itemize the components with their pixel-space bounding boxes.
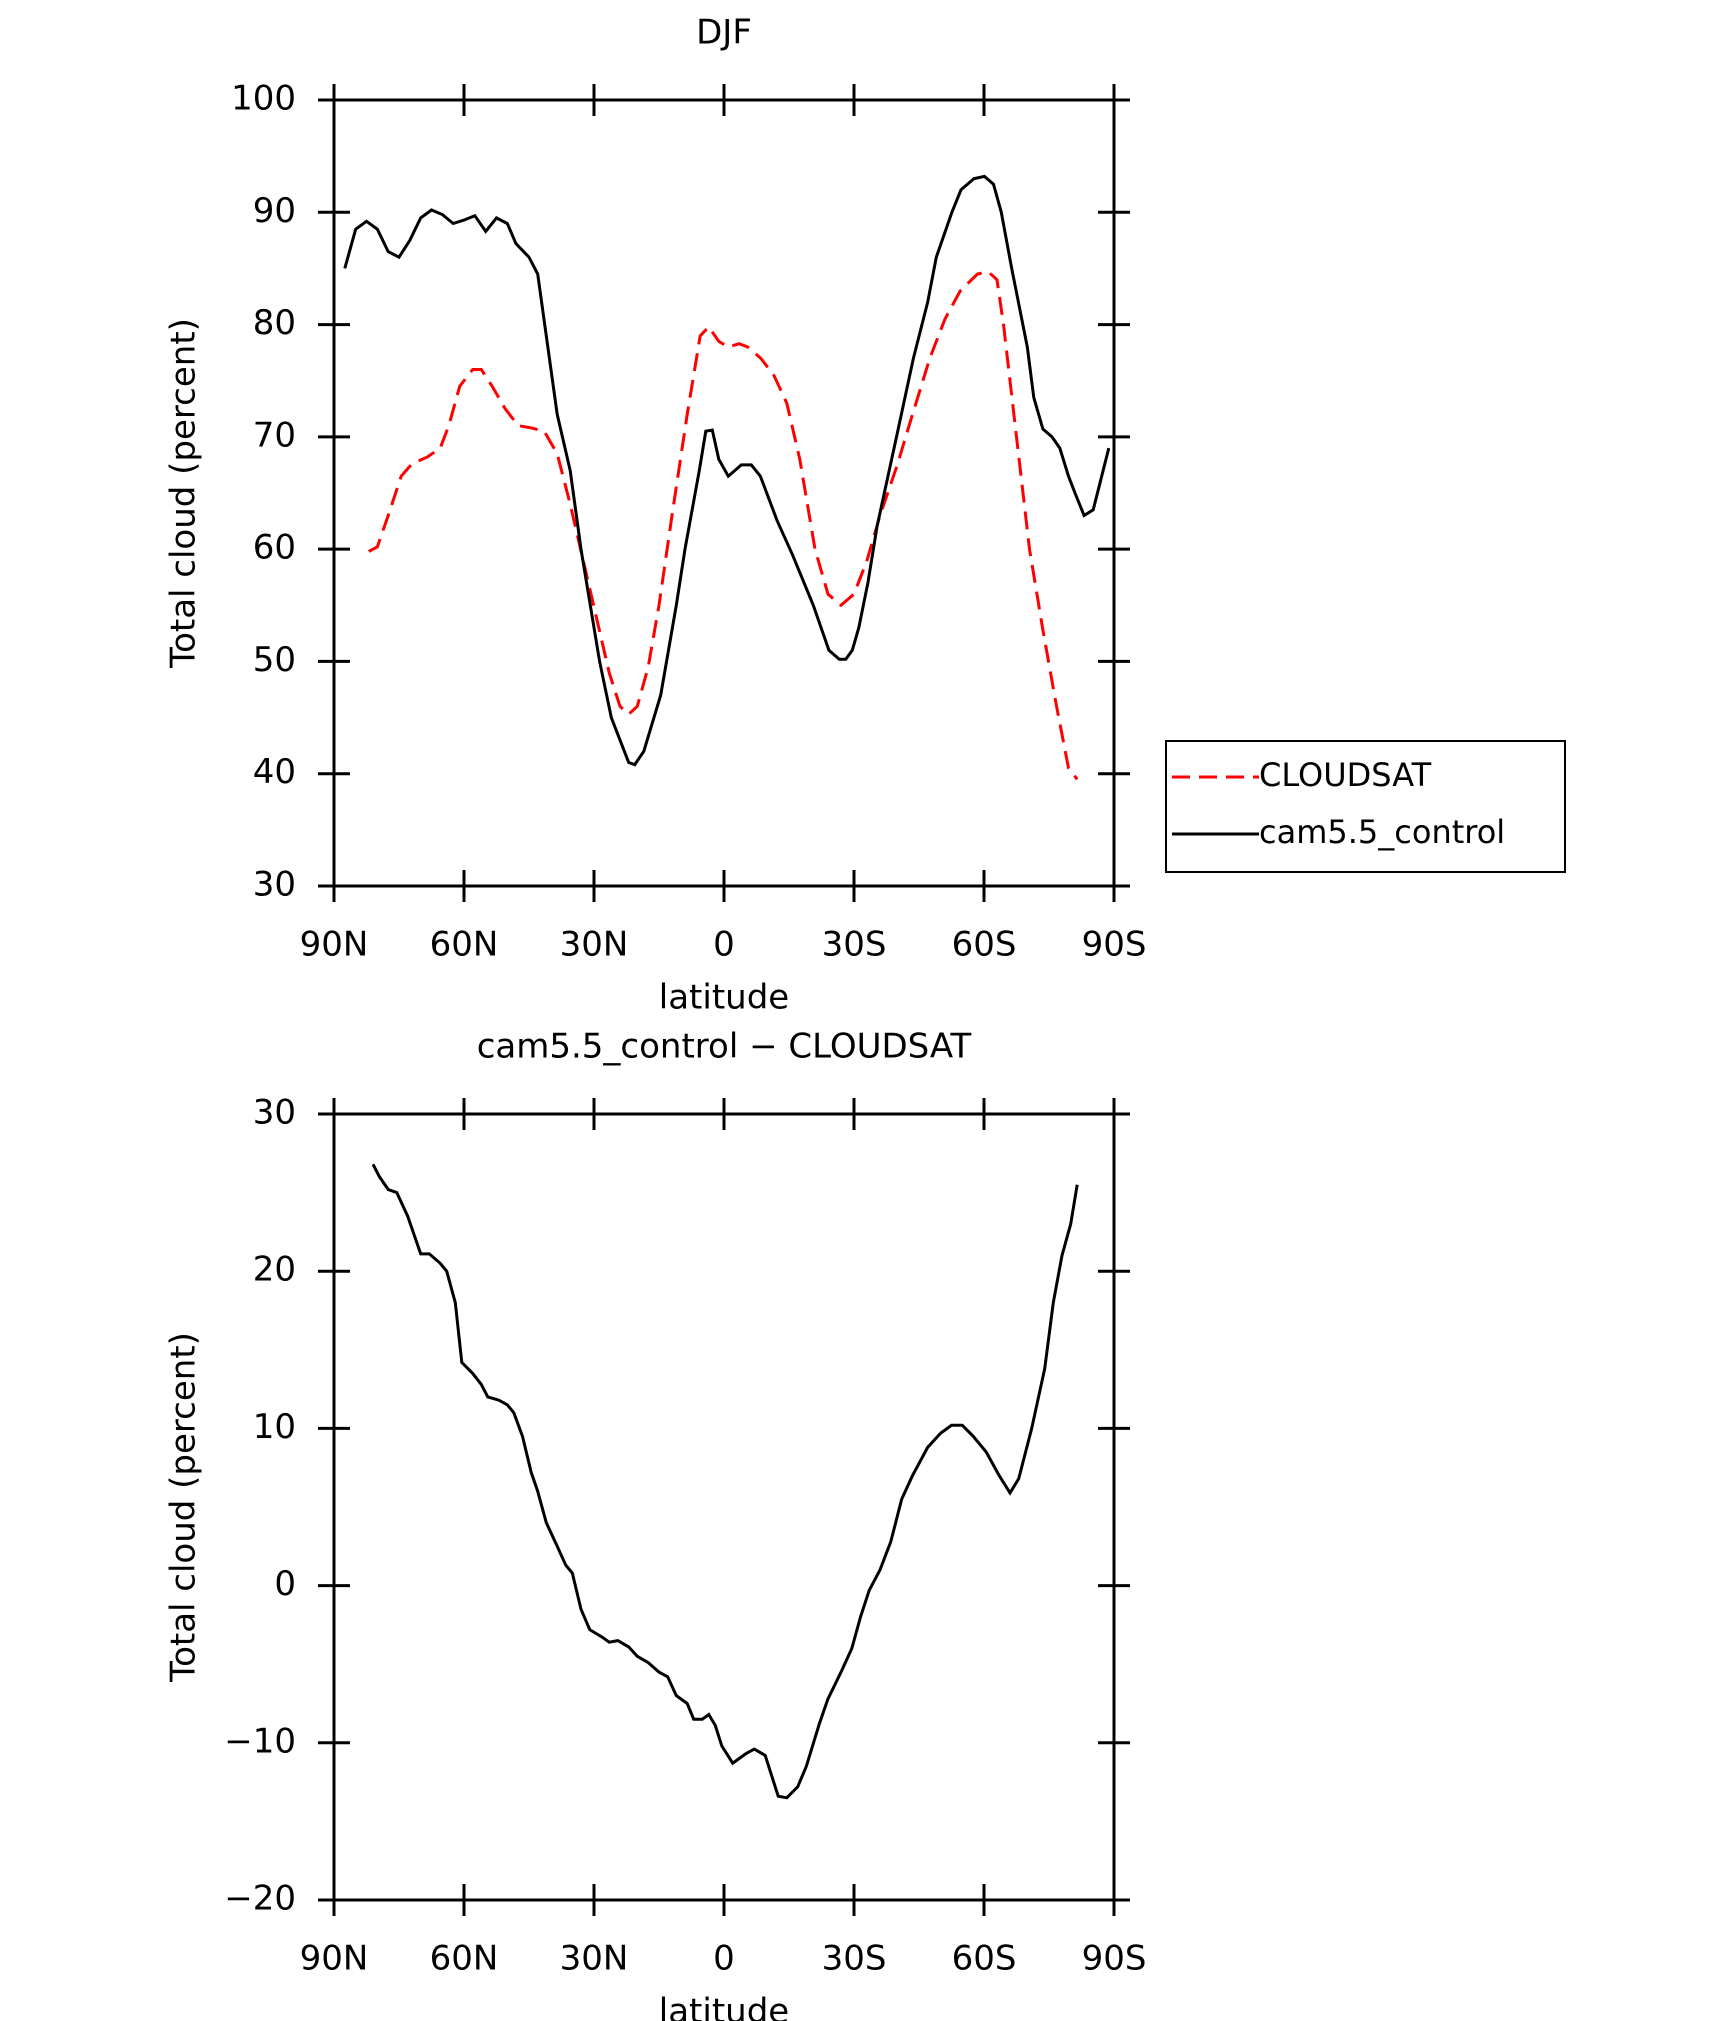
x-axis-label: latitude	[659, 1992, 789, 2021]
legend-label: cam5.5_control	[1259, 813, 1505, 851]
x-tick-label: 90N	[300, 925, 369, 965]
x-tick-label: 90S	[1082, 925, 1147, 965]
y-tick-label: 60	[253, 528, 296, 568]
x-tick-label: 0	[713, 925, 735, 965]
y-tick-label: 0	[274, 1564, 296, 1604]
x-tick-label: 30N	[560, 1939, 629, 1979]
y-tick-label: 100	[231, 79, 296, 119]
x-tick-label: 60S	[952, 1939, 1017, 1979]
y-axis-label: Total cloud (percent)	[164, 318, 204, 669]
y-tick-label: 90	[253, 191, 296, 231]
data-line	[371, 1163, 1079, 1800]
y-tick-label: 50	[253, 640, 296, 680]
data-line	[343, 174, 1111, 767]
y-tick-label: 20	[253, 1250, 296, 1290]
plot-frame	[332, 98, 1116, 888]
y-tick-label: 70	[253, 415, 296, 455]
y-tick-label: 10	[253, 1407, 296, 1447]
y-tick-label: 30	[253, 1093, 296, 1133]
x-tick-label: 90S	[1082, 1939, 1147, 1979]
y-tick-label: 40	[253, 752, 296, 792]
x-tick-label: 0	[713, 1939, 735, 1979]
x-tick-label: 60N	[430, 925, 499, 965]
y-tick-label: −20	[224, 1879, 296, 1919]
data-line	[368, 270, 1079, 781]
chart-title: cam5.5_control − CLOUDSAT	[477, 1027, 972, 1067]
plot-frame	[332, 1112, 1116, 1902]
y-tick-label: −10	[224, 1721, 296, 1761]
x-tick-label: 60S	[952, 925, 1017, 965]
y-tick-label: 80	[253, 303, 296, 343]
chart-title: DJF	[696, 13, 752, 53]
legend-box	[1165, 740, 1566, 873]
y-axis-label: Total cloud (percent)	[164, 1332, 204, 1683]
x-tick-label: 30S	[822, 925, 887, 965]
legend-label: CLOUDSAT	[1259, 756, 1432, 794]
x-axis-label: latitude	[659, 978, 789, 1018]
x-tick-label: 90N	[300, 1939, 369, 1979]
x-tick-label: 30S	[822, 1939, 887, 1979]
x-tick-label: 60N	[430, 1939, 499, 1979]
x-tick-label: 30N	[560, 925, 629, 965]
y-tick-label: 30	[253, 865, 296, 905]
